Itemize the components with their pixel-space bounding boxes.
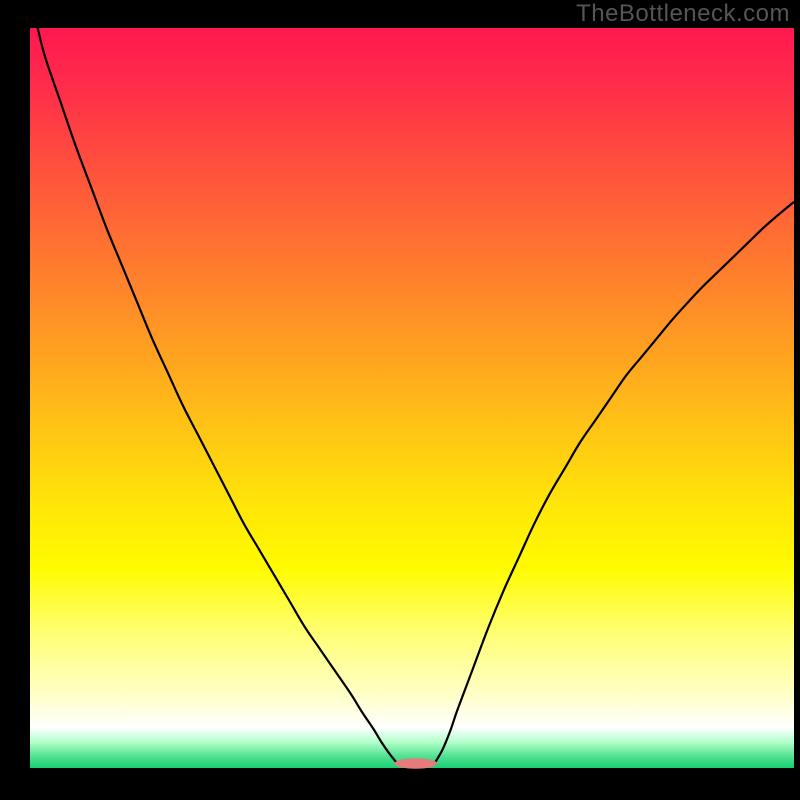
- chart-svg: [0, 0, 800, 800]
- optimal-marker: [394, 758, 437, 768]
- bottleneck-chart: TheBottleneck.com: [0, 0, 800, 800]
- watermark-text: TheBottleneck.com: [576, 0, 790, 28]
- plot-area: [30, 28, 794, 768]
